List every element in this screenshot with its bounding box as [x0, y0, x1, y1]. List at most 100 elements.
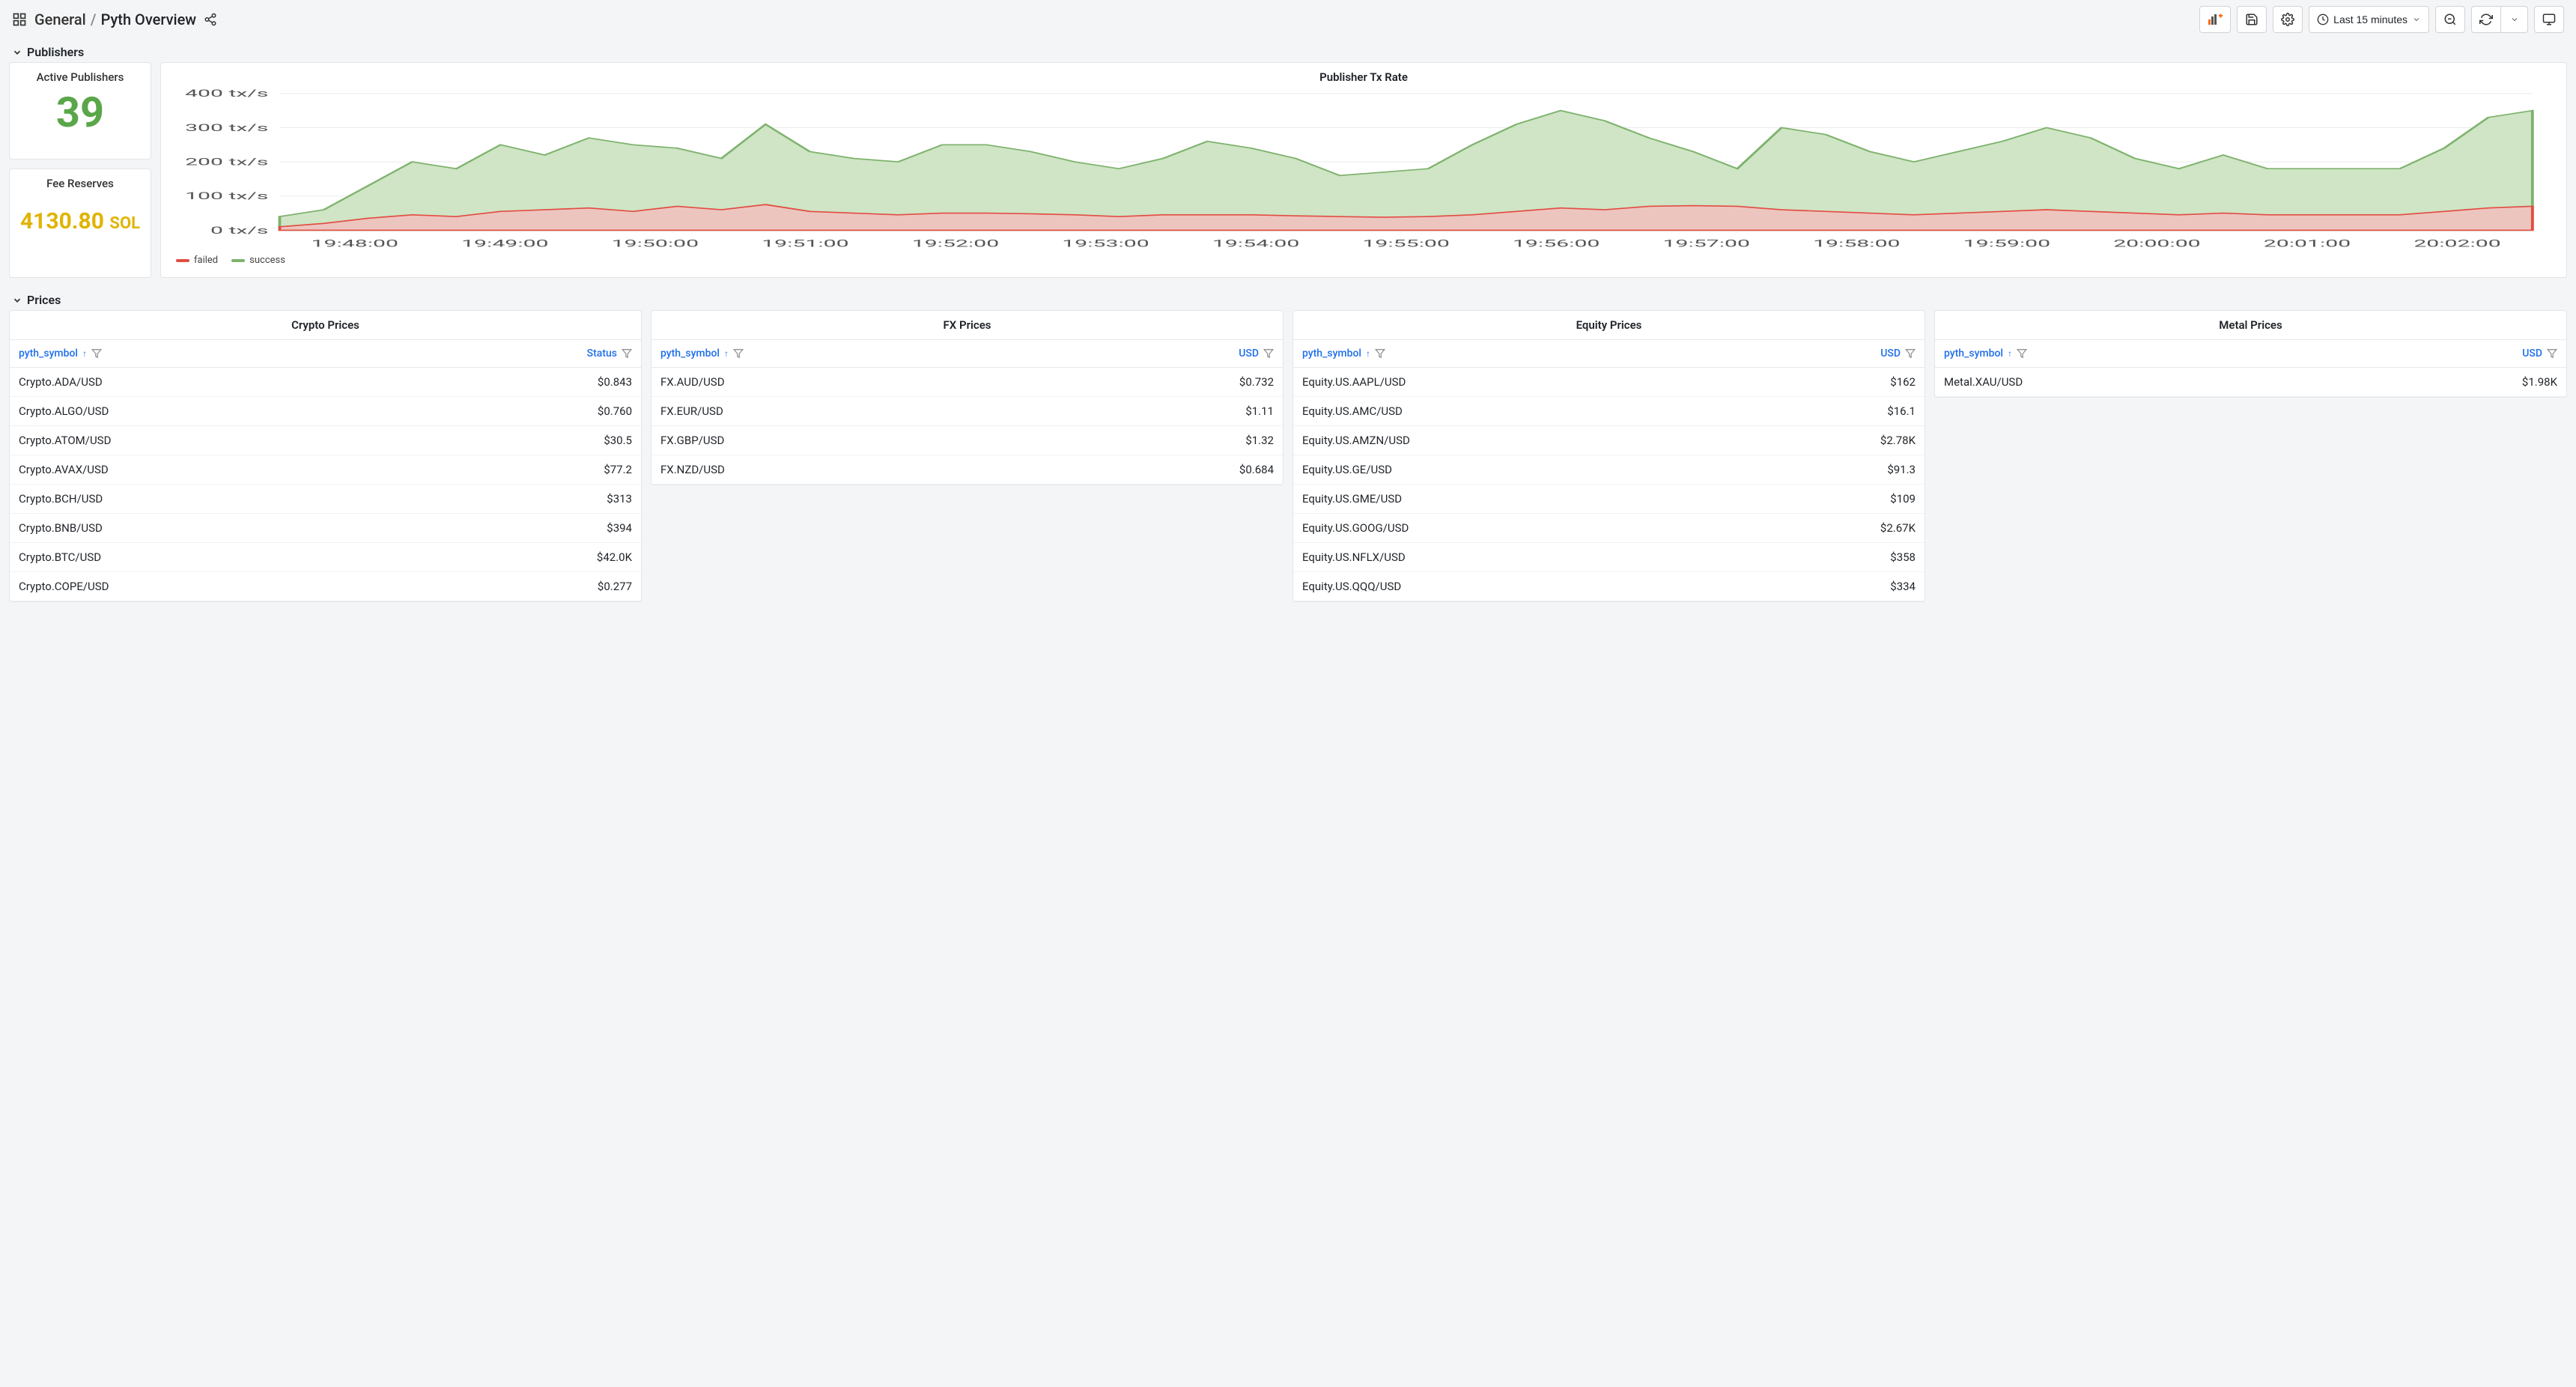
section-title: Prices — [27, 293, 61, 307]
svg-text:20:02:00: 20:02:00 — [2414, 237, 2500, 249]
column-header[interactable]: pyth_symbol↑ — [10, 340, 411, 368]
section-header-publishers[interactable]: Publishers — [0, 39, 2576, 62]
filter-icon[interactable] — [1375, 348, 1385, 359]
table-row[interactable]: Equity.US.GME/USD$109 — [1293, 485, 1925, 514]
table-row[interactable]: Metal.XAU/USD$1.98K — [1935, 368, 2566, 397]
column-header[interactable]: USD — [1066, 340, 1283, 368]
table-row[interactable]: Equity.US.QQQ/USD$334 — [1293, 572, 1925, 601]
save-button[interactable] — [2237, 6, 2267, 33]
sort-ascending-icon: ↑ — [724, 348, 729, 359]
svg-text:19:59:00: 19:59:00 — [1963, 237, 2050, 249]
view-mode-button[interactable] — [2534, 6, 2564, 33]
share-icon[interactable] — [204, 13, 217, 26]
value-cell: $1.11 — [1066, 397, 1283, 426]
filter-icon[interactable] — [2017, 348, 2027, 359]
price-panel[interactable]: Crypto Pricespyth_symbol↑StatusCrypto.AD… — [9, 310, 642, 602]
filter-icon[interactable] — [2547, 348, 2557, 359]
table-row[interactable]: Crypto.BTC/USD$42.0K — [10, 543, 641, 572]
table-row[interactable]: Crypto.ADA/USD$0.843 — [10, 368, 641, 397]
legend-item[interactable]: failed — [176, 255, 218, 266]
table-row[interactable]: Equity.US.GE/USD$91.3 — [1293, 455, 1925, 485]
table-row[interactable]: Equity.US.AMC/USD$16.1 — [1293, 397, 1925, 426]
table-row[interactable]: FX.AUD/USD$0.732 — [651, 368, 1283, 397]
price-panel[interactable]: FX Pricespyth_symbol↑USDFX.AUD/USD$0.732… — [651, 310, 1284, 485]
refresh-button[interactable] — [2471, 6, 2501, 33]
time-range-label: Last 15 minutes — [2333, 13, 2408, 25]
chart-title: Publisher Tx Rate — [161, 63, 2566, 87]
dashboard-grid-icon[interactable] — [12, 12, 27, 27]
value-cell: $1.98K — [2348, 368, 2566, 397]
symbol-cell: Crypto.BCH/USD — [10, 485, 411, 514]
price-table: pyth_symbol↑USDFX.AUD/USD$0.732FX.EUR/US… — [651, 339, 1283, 485]
symbol-cell: Equity.US.NFLX/USD — [1293, 543, 1737, 572]
active-publishers-value: 39 — [56, 91, 104, 133]
table-row[interactable]: Crypto.COPE/USD$0.277 — [10, 572, 641, 601]
price-table: pyth_symbol↑StatusCrypto.ADA/USD$0.843Cr… — [10, 339, 641, 601]
value-cell: $0.684 — [1066, 455, 1283, 485]
stat-title: Active Publishers — [37, 70, 124, 84]
filter-icon[interactable] — [1905, 348, 1916, 359]
fee-reserves-panel[interactable]: Fee Reserves 4130.80 SOL — [9, 169, 151, 278]
filter-icon[interactable] — [733, 348, 744, 359]
stat-column: Active Publishers 39 Fee Reserves 4130.8… — [9, 62, 151, 278]
svg-text:20:01:00: 20:01:00 — [2264, 237, 2351, 249]
section-title: Publishers — [27, 45, 84, 59]
table-row[interactable]: FX.EUR/USD$1.11 — [651, 397, 1283, 426]
price-panel-title: Metal Prices — [1935, 311, 2566, 339]
value-cell: $0.760 — [411, 397, 641, 426]
chevron-down-icon — [12, 47, 22, 58]
symbol-cell: FX.GBP/USD — [651, 426, 1066, 455]
svg-text:19:56:00: 19:56:00 — [1513, 237, 1600, 249]
page-header: General / Pyth Overview Last 15 minutes — [0, 0, 2576, 39]
header-toolbar: Last 15 minutes — [2199, 6, 2564, 33]
settings-button[interactable] — [2273, 6, 2303, 33]
value-cell: $0.732 — [1066, 368, 1283, 397]
filter-icon[interactable] — [1263, 348, 1274, 359]
price-panel-title: FX Prices — [651, 311, 1283, 339]
table-row[interactable]: Crypto.AVAX/USD$77.2 — [10, 455, 641, 485]
filter-icon[interactable] — [622, 348, 632, 359]
column-header[interactable]: USD — [1737, 340, 1925, 368]
sort-ascending-icon: ↑ — [82, 348, 87, 359]
table-row[interactable]: Crypto.ATOM/USD$30.5 — [10, 426, 641, 455]
symbol-cell: Crypto.ATOM/USD — [10, 426, 411, 455]
symbol-cell: FX.EUR/USD — [651, 397, 1066, 426]
svg-text:300 tx/s: 300 tx/s — [185, 121, 268, 133]
table-row[interactable]: Equity.US.AMZN/USD$2.78K — [1293, 426, 1925, 455]
column-header[interactable]: USD — [2348, 340, 2566, 368]
add-panel-button[interactable] — [2199, 6, 2231, 33]
table-row[interactable]: Crypto.BNB/USD$394 — [10, 514, 641, 543]
price-panel[interactable]: Metal Pricespyth_symbol↑USDMetal.XAU/USD… — [1934, 310, 2567, 398]
column-header[interactable]: Status — [411, 340, 641, 368]
chart-body: 0 tx/s100 tx/s200 tx/s300 tx/s400 tx/s19… — [161, 87, 2566, 252]
zoom-out-button[interactable] — [2435, 6, 2465, 33]
table-row[interactable]: FX.GBP/USD$1.32 — [651, 426, 1283, 455]
column-header[interactable]: pyth_symbol↑ — [651, 340, 1066, 368]
legend-item[interactable]: success — [231, 255, 285, 266]
table-row[interactable]: Equity.US.GOOG/USD$2.67K — [1293, 514, 1925, 543]
legend-swatch — [176, 259, 189, 262]
tx-rate-chart-panel[interactable]: Publisher Tx Rate 0 tx/s100 tx/s200 tx/s… — [160, 62, 2567, 278]
table-row[interactable]: Crypto.BCH/USD$313 — [10, 485, 641, 514]
breadcrumb-folder[interactable]: General — [34, 10, 86, 28]
section-header-prices[interactable]: Prices — [0, 287, 2576, 310]
svg-text:19:54:00: 19:54:00 — [1212, 237, 1299, 249]
table-row[interactable]: Equity.US.AAPL/USD$162 — [1293, 368, 1925, 397]
page-title[interactable]: Pyth Overview — [101, 10, 197, 28]
refresh-interval-button[interactable] — [2501, 6, 2528, 33]
price-panel[interactable]: Equity Pricespyth_symbol↑USDEquity.US.AA… — [1292, 310, 1925, 602]
time-range-button[interactable]: Last 15 minutes — [2309, 6, 2429, 33]
publishers-row: Active Publishers 39 Fee Reserves 4130.8… — [0, 62, 2576, 287]
table-row[interactable]: Equity.US.NFLX/USD$358 — [1293, 543, 1925, 572]
value-cell: $109 — [1737, 485, 1925, 514]
table-row[interactable]: Crypto.ALGO/USD$0.760 — [10, 397, 641, 426]
column-header[interactable]: pyth_symbol↑ — [1935, 340, 2348, 368]
price-panel-title: Crypto Prices — [10, 311, 641, 339]
active-publishers-panel[interactable]: Active Publishers 39 — [9, 62, 151, 160]
column-header[interactable]: pyth_symbol↑ — [1293, 340, 1737, 368]
value-cell: $1.32 — [1066, 426, 1283, 455]
value-cell: $313 — [411, 485, 641, 514]
svg-text:20:00:00: 20:00:00 — [2113, 237, 2200, 249]
table-row[interactable]: FX.NZD/USD$0.684 — [651, 455, 1283, 485]
filter-icon[interactable] — [91, 348, 102, 359]
